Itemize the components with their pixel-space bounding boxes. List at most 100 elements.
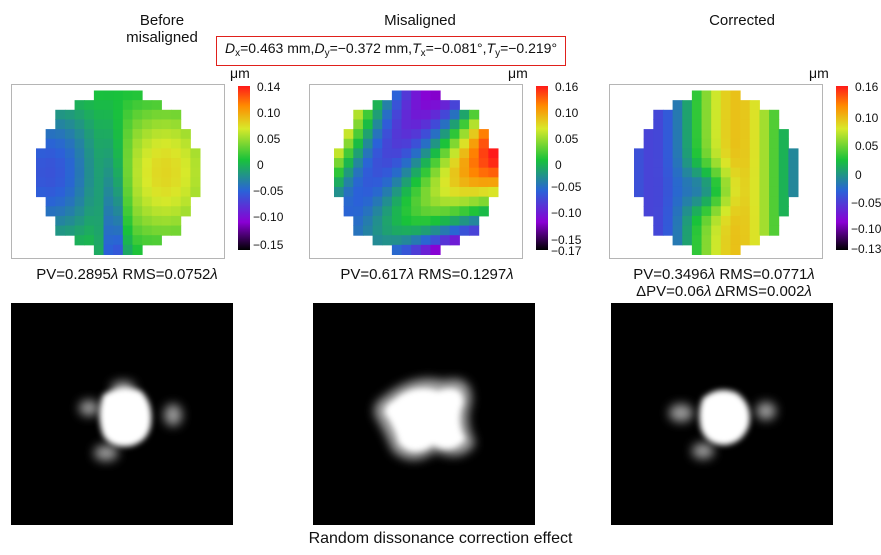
wavefront-pixel (730, 186, 741, 198)
wavefront-pixel (382, 177, 393, 188)
wavefront-pixel (691, 100, 703, 111)
wavefront-pixel (769, 196, 780, 207)
wavefront-pixel (430, 90, 441, 101)
wavefront-pixel (55, 129, 66, 140)
wavefront-pixel (362, 186, 374, 198)
wavefront-pixel (682, 100, 693, 111)
wavefront-pixel (749, 129, 760, 140)
wavefront-pixel (74, 109, 85, 120)
wavefront-pixel (343, 177, 354, 188)
wavefront-pixel (759, 148, 770, 159)
wavefront-pixel (151, 158, 162, 169)
wavefront-pixel (759, 138, 770, 149)
wavefront-pixel (84, 196, 95, 207)
wavefront-pixel (653, 196, 664, 207)
wavefront-pixel (161, 129, 172, 140)
wavefront-pixel (372, 177, 383, 188)
wavefront-pixel (469, 109, 480, 120)
psf-image-misaligned (313, 303, 535, 525)
wavefront-pixel (730, 90, 741, 101)
wavefront-pixel (691, 138, 703, 149)
wavefront-pixel (84, 148, 95, 159)
pv-misaligned: PV=0.617 (340, 266, 407, 283)
wavefront-pixel (132, 100, 143, 111)
wavefront-pixel (74, 129, 85, 140)
wavefront-pixel (459, 109, 470, 120)
wavefront-pixel (382, 186, 393, 198)
wavefront-pixel (103, 167, 114, 178)
wavefront-pixel (653, 138, 664, 149)
wavefront-pixel (711, 109, 722, 120)
wavefront-pixel (103, 129, 114, 140)
wavefront-pixel (769, 186, 780, 198)
wavefront-pixel (711, 167, 722, 178)
title-before-line1: Before (139, 12, 185, 29)
wavefront-pixel (411, 119, 422, 130)
wavefront-pixel (720, 138, 731, 149)
wavefront-pixel (440, 167, 451, 178)
wavefront-pixel (440, 225, 451, 236)
wavefront-pixel (93, 109, 105, 120)
wavefront-pixel (672, 119, 683, 130)
wavefront-pixel (391, 244, 403, 255)
wavefront-pixel (343, 186, 354, 198)
wavefront-pixel (430, 215, 441, 227)
wavefront-pixel (730, 158, 741, 169)
wavefront-pixel (36, 158, 47, 169)
wavefront-pixel (643, 158, 654, 169)
wavefront-pixel (720, 167, 731, 178)
wavefront-pixel (469, 129, 480, 140)
wavefront-pixel (682, 206, 693, 217)
wavefront-pixel (701, 100, 712, 111)
wavefront-pixel (740, 129, 751, 140)
wavefront-pixel (469, 225, 480, 236)
wavefront-pixel (711, 186, 722, 198)
wavefront-pixel (730, 167, 741, 178)
wavefront-pixel (759, 225, 770, 236)
wavefront-pixel (382, 119, 393, 130)
wavefront-pixel (171, 109, 182, 120)
wavefront-pixel (711, 90, 722, 101)
wavefront-pixel (132, 158, 143, 169)
wavefront-pixel (711, 148, 722, 159)
wavefront-pixel (171, 206, 182, 217)
wavefront-pixel (84, 167, 95, 178)
wavefront-pixel (190, 177, 201, 188)
wavefront-pixel (672, 177, 683, 188)
wavefront-pixel (362, 119, 374, 130)
wavefront-pixel (372, 109, 383, 120)
wavefront-pixel (691, 225, 703, 236)
wavefront-pixel (430, 138, 441, 149)
wavefront-pixel (788, 158, 799, 169)
wavefront-pixel (430, 158, 441, 169)
wavefront-pixel (55, 206, 66, 217)
wavefront-pixel (730, 119, 741, 130)
wavefront-pixel (469, 177, 480, 188)
wavefront-pixel (151, 119, 162, 130)
wavefront-pixel (430, 244, 441, 255)
wavefront-pixel (730, 148, 741, 159)
wavefront-pixel (478, 148, 489, 159)
wavefront-pixel (132, 148, 143, 159)
wavefront-pixel (334, 148, 345, 159)
wavefront-pixel (430, 129, 441, 140)
cbar-tick: −0.13 (851, 242, 881, 256)
cbar-tick: −0.05 (551, 180, 582, 194)
wavefront-pixel (142, 186, 153, 198)
wavefront-pixel (36, 167, 47, 178)
wavefront-pixel (749, 109, 760, 120)
wavefront-pixel (113, 206, 124, 217)
cbar-tick: 0.05 (257, 132, 281, 146)
wavefront-pixel (93, 206, 105, 217)
wavefront-pixel (64, 158, 76, 169)
wavefront-pixel (682, 177, 693, 188)
title-before-line2: misaligned (126, 29, 198, 46)
wavefront-pixel (401, 119, 412, 130)
wavefront-pixel (701, 196, 712, 207)
wavefront-pixel (740, 100, 751, 111)
wavefront-pixel (672, 186, 683, 198)
wavefront-pixel (672, 158, 683, 169)
wavefront-pixel (672, 109, 683, 120)
lambda-symbol: λ (707, 266, 716, 283)
dx-value: =0.463 mm, (240, 40, 315, 56)
